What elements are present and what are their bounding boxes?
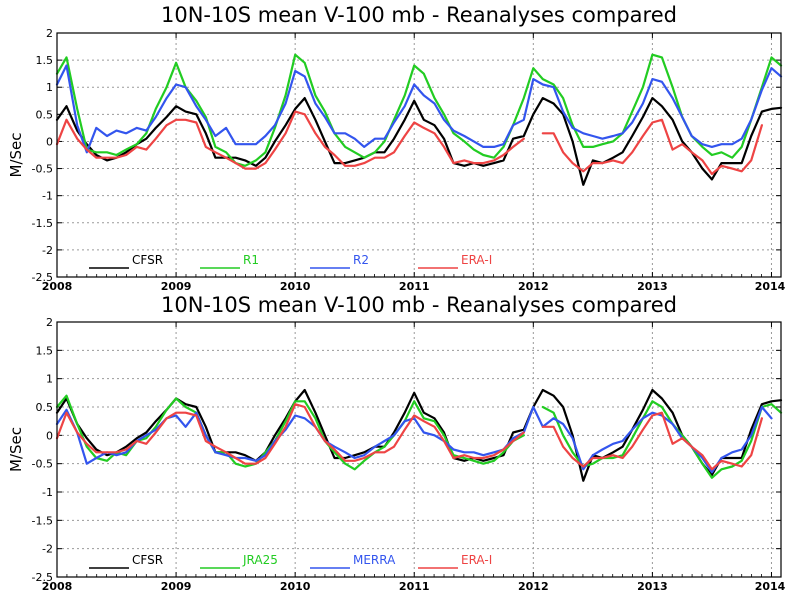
series-line-era-i [55, 403, 763, 471]
x-tick-label: 2010 [280, 280, 311, 293]
series-line-cfsr [55, 97, 783, 186]
x-tick-label: 2008 [42, 280, 73, 293]
legend-label-era-i: ERA-I [461, 253, 492, 267]
y-tick-label: -1.5 [32, 217, 53, 230]
y-tick-label: 0 [46, 135, 53, 148]
legend-label-r2: R2 [353, 253, 369, 267]
y-tick-label: 0.5 [36, 401, 54, 414]
series-line-merra [55, 405, 773, 474]
y-tick-label: 0 [46, 429, 53, 442]
series-line-r1 [55, 53, 783, 167]
y-tick-label: -1.5 [32, 514, 53, 527]
x-tick-label: 2014 [755, 580, 786, 593]
x-tick-label: 2013 [637, 580, 668, 593]
x-tick-label: 2013 [637, 280, 668, 293]
series-line-r2 [55, 64, 783, 154]
y-tick-label: -2 [42, 543, 53, 556]
bottom-panel: 10N-10S mean V-100 mb - Reanalyses compa… [7, 293, 786, 593]
y-tick-label: -2.5 [32, 271, 53, 284]
y-axis-label: M/Sec [7, 427, 25, 472]
x-tick-label: 2012 [518, 280, 549, 293]
series-line-jra25 [55, 394, 783, 479]
y-tick-label: -1 [42, 190, 53, 203]
chart-title: 10N-10S mean V-100 mb - Reanalyses compa… [161, 293, 677, 317]
x-tick-label: 2010 [280, 580, 311, 593]
plot-frame [56, 32, 782, 278]
y-tick-label: -0.5 [32, 458, 53, 471]
y-tick-label: 1 [46, 373, 53, 386]
y-tick-label: 1 [46, 81, 53, 94]
x-tick-label: 2009 [161, 280, 192, 293]
legend-label-jra25: JRA25 [242, 553, 278, 567]
x-tick-label: 2012 [518, 580, 549, 593]
top-panel: 10N-10S mean V-100 mb - Reanalyses compa… [7, 3, 786, 293]
legend-label-era-i: ERA-I [461, 553, 492, 567]
x-tick-label: 2008 [42, 580, 73, 593]
y-tick-label: 0.5 [36, 108, 54, 121]
y-tick-label: -1 [42, 486, 53, 499]
x-tick-label: 2011 [399, 280, 430, 293]
y-tick-label: -0.5 [32, 163, 53, 176]
legend-label-r1: R1 [243, 253, 259, 267]
x-tick-label: 2011 [399, 580, 430, 593]
y-tick-label: 2 [46, 27, 53, 40]
legend-label-merra: MERRA [353, 553, 396, 567]
y-tick-label: -2 [42, 244, 53, 257]
y-axis-label: M/Sec [7, 133, 25, 178]
legend-label-cfsr: CFSR [132, 253, 163, 267]
y-tick-label: 1.5 [36, 344, 54, 357]
y-tick-label: -2.5 [32, 571, 53, 584]
chart-title: 10N-10S mean V-100 mb - Reanalyses compa… [161, 3, 677, 27]
x-tick-label: 2009 [161, 580, 192, 593]
plot-frame [56, 321, 782, 578]
x-tick-label: 2014 [755, 280, 786, 293]
series-line-era-i [55, 110, 763, 176]
legend-label-cfsr: CFSR [132, 553, 163, 567]
y-tick-label: 2 [46, 316, 53, 329]
y-tick-label: 1.5 [36, 54, 54, 67]
